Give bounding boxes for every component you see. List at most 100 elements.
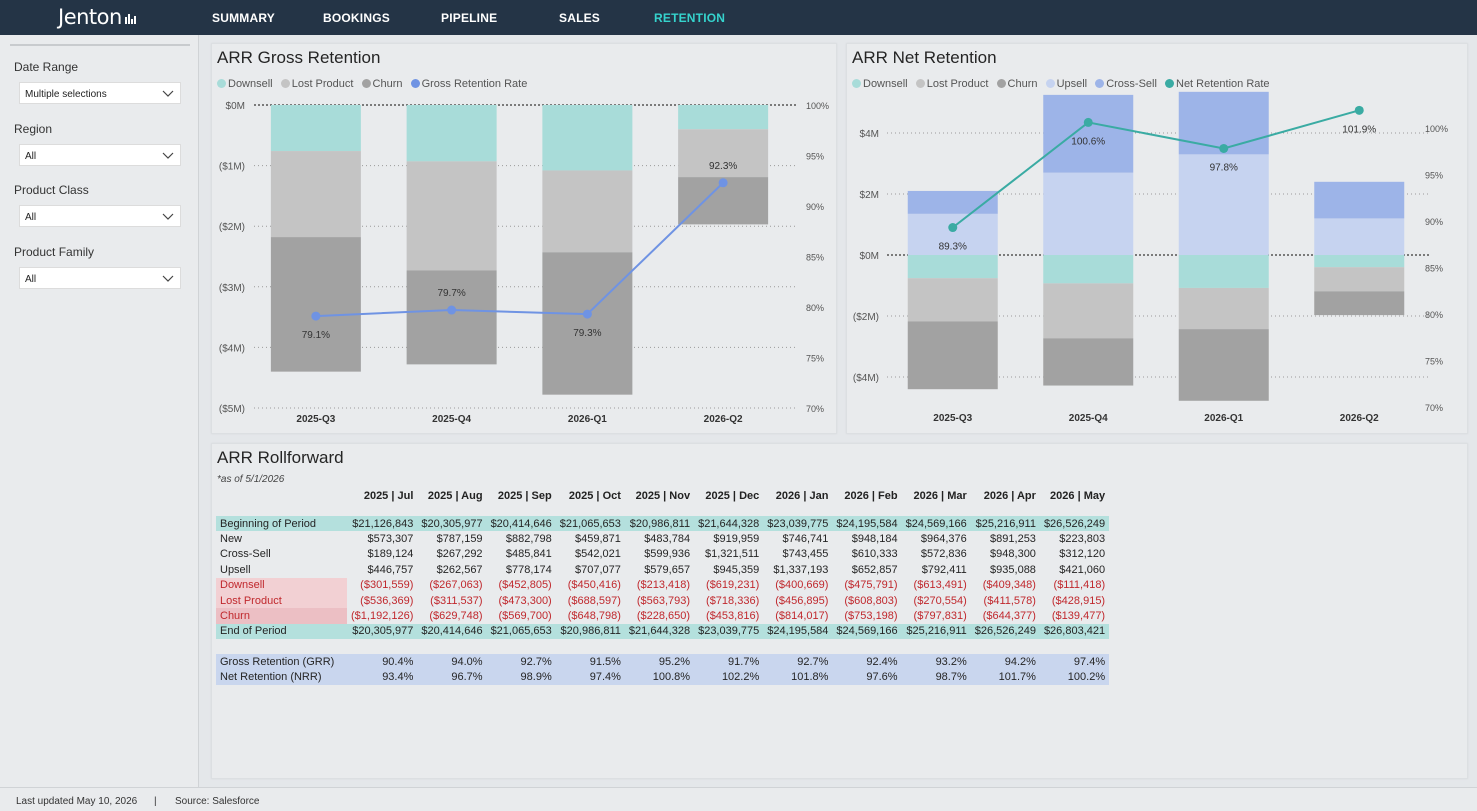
table-cell: $21,126,843 bbox=[347, 516, 418, 532]
column-header[interactable]: 2025 | Jul bbox=[363, 490, 414, 502]
table-cell: $21,644,328 bbox=[624, 623, 695, 640]
legend-dot bbox=[217, 79, 226, 88]
table-cell: 102.2% bbox=[694, 669, 764, 685]
bar-segment-lost-product bbox=[1178, 287, 1269, 330]
table-header-row: 2025 | Jul 2025 | Aug 2025 | Sep 2025 | Oct… bbox=[216, 488, 1109, 516]
column-header[interactable]: 2026 | Feb bbox=[844, 490, 898, 502]
legend-item-net-retention-rate[interactable]: Net Retention Rate bbox=[1165, 78, 1270, 90]
tab-bookings[interactable]: BOOKINGS bbox=[323, 11, 390, 25]
rollforward-title: ARR Rollforward bbox=[217, 448, 344, 467]
spacer-row bbox=[216, 639, 1109, 654]
gross-retention-label: 79.7% bbox=[437, 288, 465, 299]
table-cell: $599,936 bbox=[644, 548, 691, 561]
column-header[interactable]: 2026 | May bbox=[1050, 490, 1106, 502]
net-retention-legend: Downsell Lost Product Churn Upsell Cross… bbox=[852, 78, 1275, 90]
table-cell: 90.4% bbox=[347, 654, 418, 670]
column-header[interactable]: 2026 | Jan bbox=[775, 490, 829, 502]
x-tick-label: 2025-Q4 bbox=[1069, 413, 1108, 424]
bar-segment-lost-product bbox=[1043, 283, 1134, 339]
legend-item-lost-product[interactable]: Lost Product bbox=[915, 78, 989, 90]
brand-logo[interactable]: Jenton bbox=[58, 5, 136, 29]
product-class-value: All bbox=[25, 212, 37, 223]
header-row-label-cell bbox=[216, 488, 347, 516]
row-label: Lost Product bbox=[216, 592, 347, 609]
bar-segment-downsell bbox=[678, 105, 769, 130]
column-header[interactable]: 2025 | Sep bbox=[497, 490, 552, 502]
bar-segment-downsell bbox=[406, 105, 497, 162]
net-retention-chart: $4M $2M $0M ($2M) ($4M) 100% 95% 90% 85% 80% 75% 70… bbox=[853, 91, 1448, 424]
table-cell: $26,526,249 bbox=[970, 623, 1040, 640]
y-tick-label: $0M bbox=[226, 101, 245, 112]
tab-summary[interactable]: SUMMARY bbox=[212, 11, 275, 25]
column-header[interactable]: 2025 | Aug bbox=[427, 490, 483, 502]
legend-item-upsell[interactable]: Upsell bbox=[1045, 78, 1087, 90]
legend-dot bbox=[1045, 79, 1055, 88]
column-header[interactable]: 2026 | Apr bbox=[983, 490, 1036, 502]
legend-label: Net Retention Rate bbox=[1176, 78, 1270, 90]
table-row: Cross-Sell $189,124 $267,292 $485,841 $542,0… bbox=[216, 547, 1109, 562]
table-row: Upsell $446,757 $262,567 $778,174 $707,077 $5… bbox=[216, 562, 1109, 577]
product-family-dropdown[interactable]: All bbox=[19, 267, 181, 289]
table-cell: $25,216,911 bbox=[901, 623, 971, 640]
table-cell: $24,569,166 bbox=[901, 516, 971, 532]
product-class-dropdown[interactable]: All bbox=[19, 205, 181, 227]
table-cell: $1,337,193 bbox=[773, 563, 829, 576]
date-range-dropdown[interactable]: Multiple selections bbox=[19, 82, 181, 104]
table-row: End of Period $20,305,977 $20,414,646 $21,0… bbox=[216, 623, 1110, 640]
tab-retention[interactable]: RETENTION bbox=[654, 11, 726, 25]
table-cell: ($644,377) bbox=[982, 610, 1036, 623]
legend-label: Cross-Sell bbox=[1106, 78, 1157, 90]
column-header[interactable]: 2025 | Oct bbox=[568, 490, 621, 502]
filter-label-region: Region bbox=[14, 122, 53, 136]
legend-label: Lost Product bbox=[291, 78, 354, 90]
y-tick-label: ($5M) bbox=[219, 404, 245, 415]
column-header[interactable]: 2025 | Nov bbox=[635, 490, 691, 502]
table-cell: ($753,198) bbox=[844, 610, 898, 623]
table-cell: $746,741 bbox=[782, 533, 829, 546]
tab-sales[interactable]: SALES bbox=[559, 11, 601, 25]
x-tick-label: 2026-Q2 bbox=[704, 414, 743, 425]
legend-item-downsell[interactable]: Downsell bbox=[217, 78, 273, 90]
table-cell: $446,757 bbox=[367, 563, 414, 576]
legend-item-churn[interactable]: Churn bbox=[996, 78, 1038, 90]
table-cell: ($311,537) bbox=[430, 594, 483, 607]
row-label bbox=[216, 639, 347, 654]
y-tick-label: ($1M) bbox=[219, 162, 245, 173]
table-cell: 95.2% bbox=[624, 654, 695, 670]
legend-label: Lost Product bbox=[926, 78, 989, 90]
legend-item-cross-sell[interactable]: Cross-Sell bbox=[1095, 78, 1157, 90]
tab-pipeline[interactable]: PIPELINE bbox=[441, 11, 498, 25]
table-cell: $964,376 bbox=[920, 533, 967, 546]
filter-label-product-class: Product Class bbox=[14, 183, 89, 197]
bar-segment-churn bbox=[1314, 291, 1405, 316]
table-cell: $935,088 bbox=[990, 563, 1036, 576]
bar-segment-cross-sell bbox=[1178, 91, 1269, 155]
table-cell: ($267,063) bbox=[429, 579, 483, 592]
bar-segment-upsell bbox=[1178, 154, 1269, 255]
table-cell: $26,526,249 bbox=[1039, 516, 1110, 532]
table-cell: $267,292 bbox=[436, 548, 483, 561]
legend-item-gross-retention-rate[interactable]: Gross Retention Rate bbox=[410, 78, 528, 90]
legend-item-lost-product[interactable]: Lost Product bbox=[280, 78, 354, 90]
region-dropdown[interactable]: All bbox=[19, 144, 181, 166]
legend-label: Gross Retention Rate bbox=[421, 78, 528, 90]
row-label: Gross Retention (GRR) bbox=[216, 654, 347, 670]
table-cell: $21,644,328 bbox=[694, 516, 764, 532]
table-cell: ($228,650) bbox=[636, 610, 691, 623]
column-header[interactable]: 2026 | Mar bbox=[913, 490, 967, 502]
bar-segment-lost-product bbox=[907, 278, 998, 322]
legend-item-churn[interactable]: Churn bbox=[361, 78, 403, 90]
row-label: Churn bbox=[216, 608, 347, 624]
table-cell: $579,657 bbox=[644, 563, 691, 576]
table-cell: ($569,700) bbox=[498, 610, 552, 623]
legend-dot bbox=[361, 79, 371, 88]
table-cell: $20,986,811 bbox=[555, 623, 625, 640]
table-cell: ($1,192,126) bbox=[351, 610, 414, 623]
column-header[interactable]: 2025 | Dec bbox=[705, 490, 760, 502]
table-row: Net Retention (NRR) 93.4% 96.7% 98.9% 97.4% 1… bbox=[216, 669, 1110, 685]
y-tick-label: ($2M) bbox=[853, 312, 879, 323]
region-value: All bbox=[25, 151, 37, 162]
filter-label-product-family: Product Family bbox=[14, 245, 95, 259]
legend-item-downsell[interactable]: Downsell bbox=[852, 78, 908, 90]
bar-segment-lost-product bbox=[406, 161, 497, 271]
